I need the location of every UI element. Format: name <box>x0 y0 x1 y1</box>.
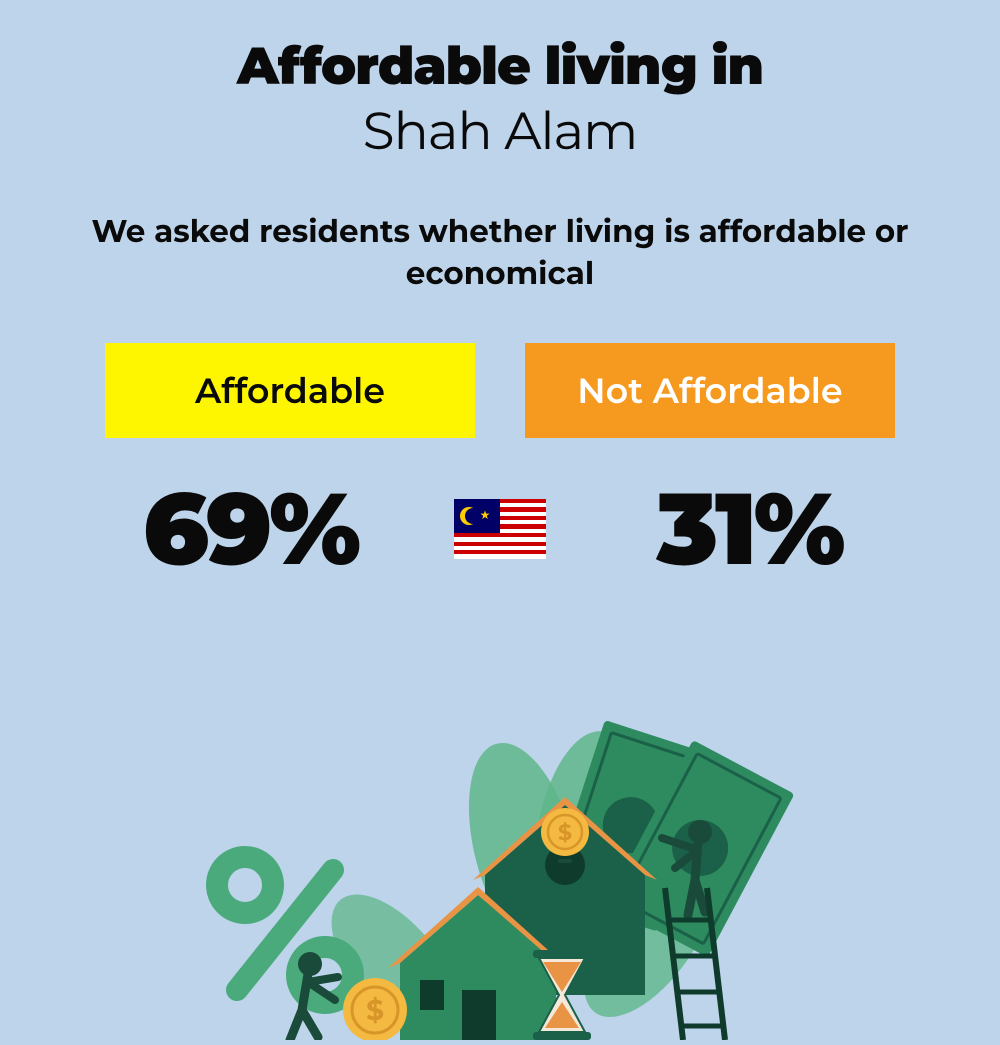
not-affordable-percentage: 31% <box>584 468 915 590</box>
savings-illustration: $ <box>165 640 835 1040</box>
labels-row: Affordable Not Affordable <box>0 343 1000 438</box>
infographic-container: Affordable living in Shah Alam We asked … <box>0 0 1000 1000</box>
stats-row: 69% ★ <box>0 468 1000 590</box>
affordable-label: Affordable <box>195 369 385 412</box>
affordable-label-box: Affordable <box>105 343 475 438</box>
flag-canton: ★ <box>454 499 500 533</box>
affordable-percentage: 69% <box>85 468 416 590</box>
not-affordable-label: Not Affordable <box>577 369 842 412</box>
svg-text:$: $ <box>366 994 384 1028</box>
not-affordable-label-box: Not Affordable <box>525 343 895 438</box>
subtitle: We asked residents whether living is aff… <box>0 211 1000 295</box>
title-line2: Shah Alam <box>0 100 1000 163</box>
malaysia-flag-icon: ★ <box>454 499 546 559</box>
svg-text:$: $ <box>558 819 572 846</box>
title-line1: Affordable living in <box>0 35 1000 98</box>
